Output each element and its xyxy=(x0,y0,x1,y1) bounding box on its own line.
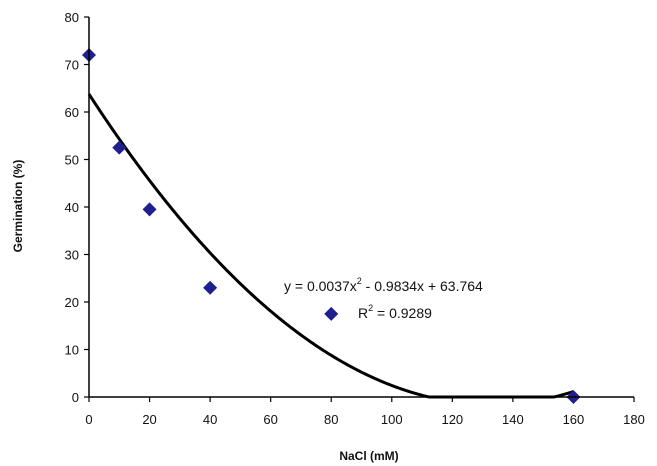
y-tick-label: 60 xyxy=(65,105,79,120)
y-tick-label: 80 xyxy=(65,10,79,25)
equation-prefix: y = 0.0037x xyxy=(284,278,357,294)
x-tick-label: 20 xyxy=(142,412,156,427)
y-tick-label: 0 xyxy=(72,390,79,405)
r2-suffix: = 0.9289 xyxy=(373,305,432,321)
x-tick-label: 120 xyxy=(441,412,463,427)
equation-suffix: - 0.9834x + 63.764 xyxy=(362,278,483,294)
r2-prefix: R xyxy=(358,305,368,321)
x-tick-label: 180 xyxy=(623,412,645,427)
x-axis-title: NaCl (mM) xyxy=(339,449,398,463)
trendline xyxy=(87,93,574,399)
data-points xyxy=(82,48,581,404)
x-tick-label: 160 xyxy=(563,412,585,427)
y-tick-label: 50 xyxy=(65,153,79,168)
data-point xyxy=(203,280,218,295)
data-point xyxy=(112,140,127,155)
y-tick-label: 20 xyxy=(65,295,79,310)
x-tick-label: 140 xyxy=(502,412,524,427)
equation-exponent: 2 xyxy=(357,276,362,286)
y-tick-label: 70 xyxy=(65,58,79,73)
x-tick-label: 100 xyxy=(381,412,403,427)
data-point xyxy=(324,306,339,321)
x-tick-label: 40 xyxy=(203,412,217,427)
x-tick-label: 80 xyxy=(324,412,338,427)
y-axis-ticks: 0 10 20 30 40 50 60 70 80 xyxy=(65,10,89,405)
y-tick-label: 10 xyxy=(65,343,79,358)
x-tick-label: 0 xyxy=(85,412,92,427)
r-squared-label: R2 = 0.9289 xyxy=(358,303,432,321)
r2-exponent: 2 xyxy=(368,303,373,313)
data-point xyxy=(142,202,157,217)
y-tick-label: 30 xyxy=(65,248,79,263)
y-tick-label: 40 xyxy=(65,200,79,215)
trendline-equation: y = 0.0037x2 - 0.9834x + 63.764 xyxy=(284,276,483,294)
y-axis-title: Germination (%) xyxy=(11,160,25,253)
x-tick-label: 60 xyxy=(263,412,277,427)
x-axis-ticks: 0 20 40 60 80 100 120 140 160 180 xyxy=(85,397,645,427)
